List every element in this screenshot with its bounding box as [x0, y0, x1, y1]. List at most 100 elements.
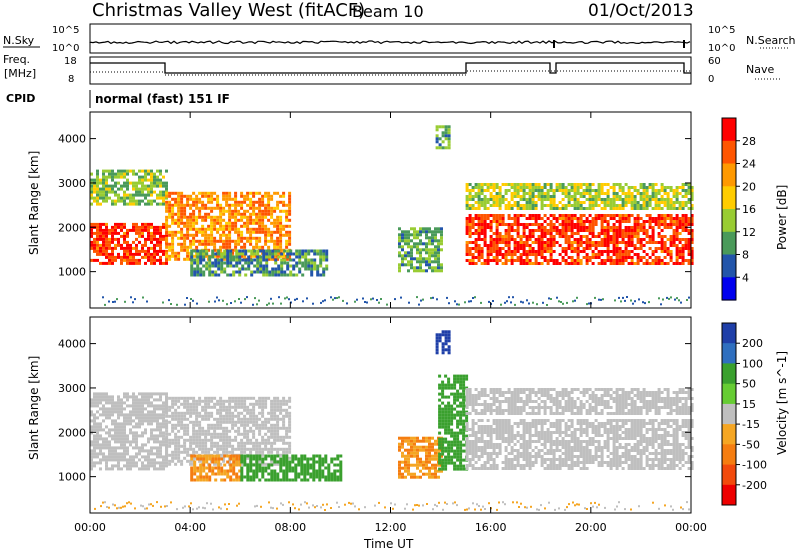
echo-cell	[507, 204, 511, 207]
echo-cell	[96, 175, 99, 179]
echo-cell	[534, 241, 538, 244]
echo-cell	[180, 426, 184, 430]
echo-cell	[120, 458, 123, 462]
echo-cell	[606, 192, 610, 195]
echo-cell	[199, 261, 203, 265]
echo-cell	[666, 250, 670, 253]
echo-cell	[132, 401, 135, 405]
echo-cell	[606, 214, 610, 217]
echo-cell	[507, 183, 511, 186]
echo-cell	[504, 256, 508, 259]
echo-cell	[636, 192, 640, 195]
echo-cell	[153, 258, 156, 262]
echo-cell	[285, 402, 289, 406]
echo-cell	[223, 261, 227, 265]
echo-cell	[576, 229, 580, 232]
echo-cell	[531, 183, 535, 186]
echo-cell	[246, 209, 250, 213]
echo-cell	[240, 254, 244, 258]
echo-cell	[132, 196, 135, 200]
echo-cell	[267, 447, 271, 451]
echo-cell	[291, 457, 295, 461]
echo-cell	[567, 195, 571, 198]
echo-cell	[114, 410, 117, 414]
echo-cell	[234, 402, 238, 406]
echo-cell	[313, 249, 317, 253]
echo-cell	[591, 201, 595, 204]
echo-cell	[498, 238, 502, 241]
echo-cell	[404, 239, 407, 243]
echo-cell	[642, 204, 646, 207]
echo-cell	[117, 440, 120, 444]
echo-cell	[111, 261, 114, 265]
echo-cell	[162, 443, 165, 447]
echo-cell	[111, 231, 114, 235]
echo-cell	[504, 259, 508, 262]
echo-cell	[156, 249, 159, 253]
echo-cell	[223, 472, 227, 476]
echo-cell	[144, 243, 147, 247]
echo-cell	[219, 212, 223, 216]
echo-cell	[138, 169, 141, 173]
echo-cell	[201, 438, 205, 442]
echo-cell	[204, 242, 208, 246]
echo-cell	[507, 241, 511, 244]
echo-cell	[267, 438, 271, 442]
echo-cell	[621, 186, 625, 189]
echo-cell	[114, 452, 117, 456]
echo-cell	[306, 463, 310, 467]
echo-cell	[144, 464, 147, 468]
echo-cell	[288, 466, 292, 470]
echo-cell	[495, 223, 499, 226]
echo-cell	[477, 247, 481, 250]
echo-cell	[123, 193, 126, 197]
echo-cell	[597, 195, 601, 198]
echo-cell	[594, 198, 598, 201]
echo-cell	[306, 472, 310, 476]
echo-cell	[183, 399, 187, 403]
echo-cell	[262, 258, 266, 262]
echo-cell	[636, 262, 640, 265]
echo-cell	[579, 238, 583, 241]
echo-cell	[419, 475, 422, 479]
echo-cell	[211, 454, 215, 458]
echo-cell	[144, 196, 147, 200]
echo-cell	[522, 214, 526, 217]
echo-cell	[228, 236, 232, 240]
echo-cell	[159, 404, 162, 408]
echo-cell	[249, 478, 253, 482]
echo-cell	[495, 241, 499, 244]
echo-cell	[407, 263, 410, 267]
echo-cell	[247, 255, 251, 259]
echo-cell	[573, 250, 577, 253]
echo-cell	[132, 437, 135, 441]
echo-cell	[434, 230, 437, 234]
echo-cell	[627, 235, 631, 238]
echo-cell	[102, 190, 105, 194]
echo-cell	[120, 413, 123, 417]
echo-cell	[657, 201, 661, 204]
echo-cell	[666, 253, 670, 256]
echo-cell	[431, 457, 434, 461]
echo-cell	[519, 183, 523, 186]
echo-cell	[150, 395, 153, 399]
echo-cell	[259, 270, 263, 274]
echo-cell	[165, 215, 169, 219]
echo-cell	[522, 204, 526, 207]
echo-cell	[531, 229, 535, 232]
echo-cell	[255, 239, 259, 243]
echo-cell	[243, 224, 247, 228]
echo-cell	[428, 263, 431, 267]
echo-cell	[434, 254, 437, 258]
echo-cell	[570, 214, 574, 217]
echo-cell	[231, 215, 235, 219]
echo-cell	[477, 217, 481, 220]
echo-cell	[301, 255, 305, 259]
echo-cell	[261, 209, 265, 213]
echo-cell	[630, 186, 634, 189]
echo-cell	[576, 217, 580, 220]
echo-cell	[213, 239, 217, 243]
echo-cell	[246, 441, 250, 445]
echo-cell	[141, 446, 144, 450]
echo-cell	[289, 270, 293, 274]
